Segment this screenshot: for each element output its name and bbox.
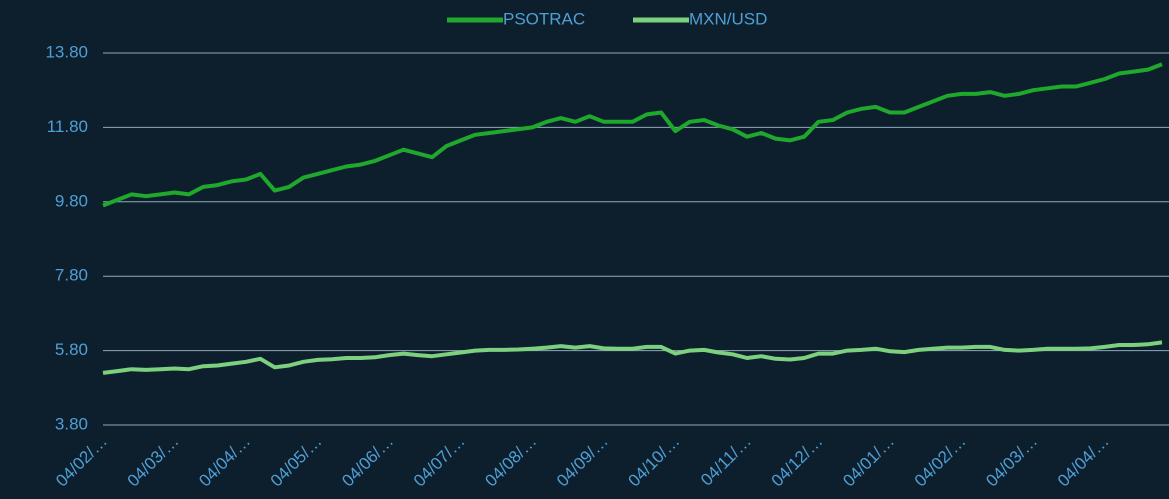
y-tick-label: 3.80 xyxy=(55,414,88,433)
x-tick-label: 04/01/… xyxy=(839,432,898,491)
x-tick-label: 04/11/… xyxy=(697,432,755,490)
x-tick-label: 04/12/… xyxy=(768,432,827,491)
x-tick-label: 04/02/… xyxy=(52,432,111,491)
line-series xyxy=(102,62,1163,208)
y-tick-label: 7.80 xyxy=(55,266,88,285)
x-tick-label: 04/08/… xyxy=(481,432,540,491)
line-series xyxy=(102,340,1163,375)
x-tick-label: 04/10/… xyxy=(625,432,684,491)
y-tick-label: 11.80 xyxy=(47,117,88,136)
y-tick-label: 5.80 xyxy=(55,340,88,359)
y-tick-label: 9.80 xyxy=(55,191,88,210)
x-tick-label: 04/02/… xyxy=(911,432,970,491)
x-tick-label: 04/04/… xyxy=(1054,432,1113,491)
x-tick-label: 04/05/… xyxy=(267,432,326,491)
x-tick-label: 04/03/… xyxy=(982,432,1041,491)
legend-label: PSOTRAC xyxy=(503,9,585,28)
legend-label: MXN/USD xyxy=(689,9,767,28)
x-tick-label: 04/06/… xyxy=(338,432,397,491)
x-tick-label: 04/09/… xyxy=(553,432,612,491)
x-tick-label: 04/07/… xyxy=(410,432,469,491)
x-tick-label: 04/03/… xyxy=(124,432,183,491)
x-tick-label: 04/04/… xyxy=(195,432,254,491)
y-tick-label: 13.80 xyxy=(45,42,88,61)
